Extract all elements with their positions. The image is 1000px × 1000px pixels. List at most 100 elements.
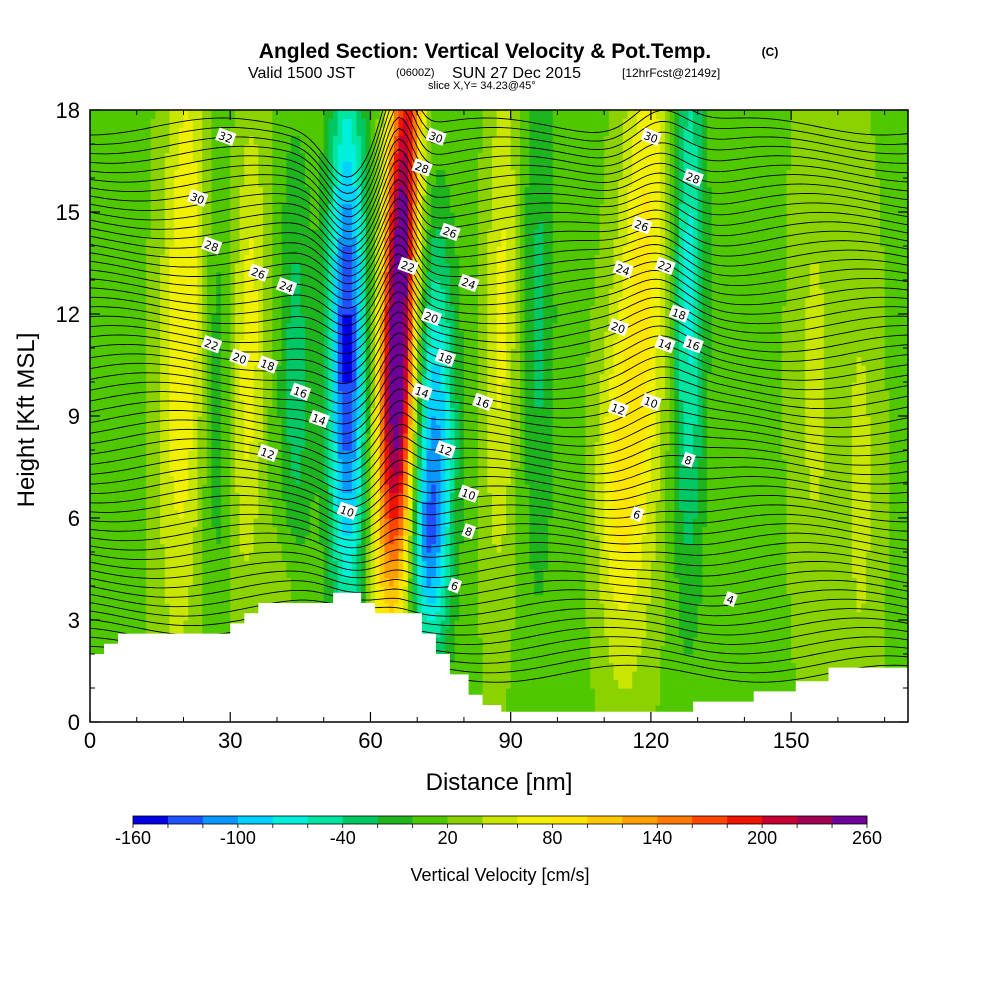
w-cell (220, 518, 227, 528)
w-cell (141, 560, 147, 570)
w-cell (520, 679, 526, 689)
w-cell (99, 560, 105, 570)
w-cell (342, 543, 348, 553)
valid-time-prefix: Valid 1500 JST (248, 65, 356, 82)
w-cell (613, 611, 619, 621)
w-cell (664, 501, 671, 511)
w-cell (819, 501, 825, 511)
w-cell (234, 586, 241, 596)
w-cell (113, 569, 119, 579)
w-cell (239, 577, 245, 587)
w-cell (272, 552, 278, 562)
w-cell (253, 569, 259, 579)
w-cell (805, 645, 811, 655)
w-cell (496, 475, 502, 485)
w-cell (758, 492, 764, 502)
w-cell (501, 484, 507, 494)
w-cell (398, 475, 404, 485)
w-cell (735, 662, 741, 672)
w-cell (328, 569, 334, 579)
w-cell (491, 586, 498, 596)
w-cell (183, 620, 189, 630)
w-cell (772, 645, 778, 655)
w-cell (758, 586, 764, 596)
w-cell (155, 577, 161, 587)
w-cell (795, 484, 802, 494)
w-cell (328, 594, 334, 604)
w-cell (865, 492, 872, 502)
w-cell (482, 662, 488, 672)
w-cell (735, 679, 741, 689)
w-cell (604, 509, 610, 519)
w-cell (837, 620, 844, 630)
w-cell (884, 645, 890, 655)
w-cell (183, 535, 189, 545)
w-cell (379, 560, 386, 570)
w-cell (805, 628, 811, 638)
w-cell (604, 628, 610, 638)
w-cell (889, 518, 895, 528)
w-cell (697, 688, 703, 698)
w-cell (594, 688, 601, 698)
w-cell (370, 560, 376, 570)
w-cell (777, 594, 783, 604)
w-cell (898, 518, 904, 528)
w-cell (454, 645, 460, 655)
w-cell (562, 577, 568, 587)
w-cell (884, 611, 890, 621)
w-cell (636, 671, 643, 681)
w-cell (758, 509, 764, 519)
w-cell (319, 535, 325, 545)
w-cell (281, 560, 287, 570)
w-cell (847, 603, 853, 613)
w-cell (365, 492, 372, 502)
w-cell (795, 535, 802, 545)
w-cell (459, 535, 465, 545)
w-cell (707, 671, 713, 681)
w-cell (636, 484, 643, 494)
w-cell (795, 569, 802, 579)
w-cell (482, 535, 488, 545)
w-cell (711, 628, 717, 638)
w-cell (604, 518, 610, 528)
w-cell (809, 594, 816, 604)
w-cell (777, 662, 783, 672)
w-cell (211, 535, 217, 545)
w-cell (800, 586, 806, 596)
w-cell (244, 518, 250, 528)
w-cell (739, 552, 745, 562)
w-cell (660, 552, 666, 562)
w-cell (735, 552, 741, 562)
w-cell (753, 594, 760, 604)
w-cell (604, 577, 610, 587)
w-cell (174, 560, 180, 570)
w-cell (585, 569, 591, 579)
w-cell (688, 586, 694, 596)
w-cell (361, 569, 367, 579)
w-cell (272, 475, 278, 485)
w-cell (749, 671, 755, 681)
w-cell (361, 501, 367, 511)
w-cell (739, 603, 745, 613)
w-cell (833, 577, 839, 587)
w-cell (141, 586, 147, 596)
w-cell (361, 560, 367, 570)
w-cell (244, 586, 250, 596)
w-cell (421, 475, 428, 485)
w-cell (136, 560, 143, 570)
w-cell (449, 645, 456, 655)
w-cell (692, 603, 699, 613)
w-cell (781, 594, 788, 604)
w-cell (141, 484, 147, 494)
w-cell (118, 543, 124, 553)
w-cell (375, 552, 381, 562)
w-cell (104, 603, 110, 613)
w-cell (865, 535, 872, 545)
w-cell (735, 594, 741, 604)
w-cell (777, 569, 783, 579)
w-cell (721, 586, 727, 596)
w-cell (664, 637, 671, 647)
w-cell (431, 594, 437, 604)
w-cell (865, 509, 872, 519)
w-cell (127, 569, 133, 579)
